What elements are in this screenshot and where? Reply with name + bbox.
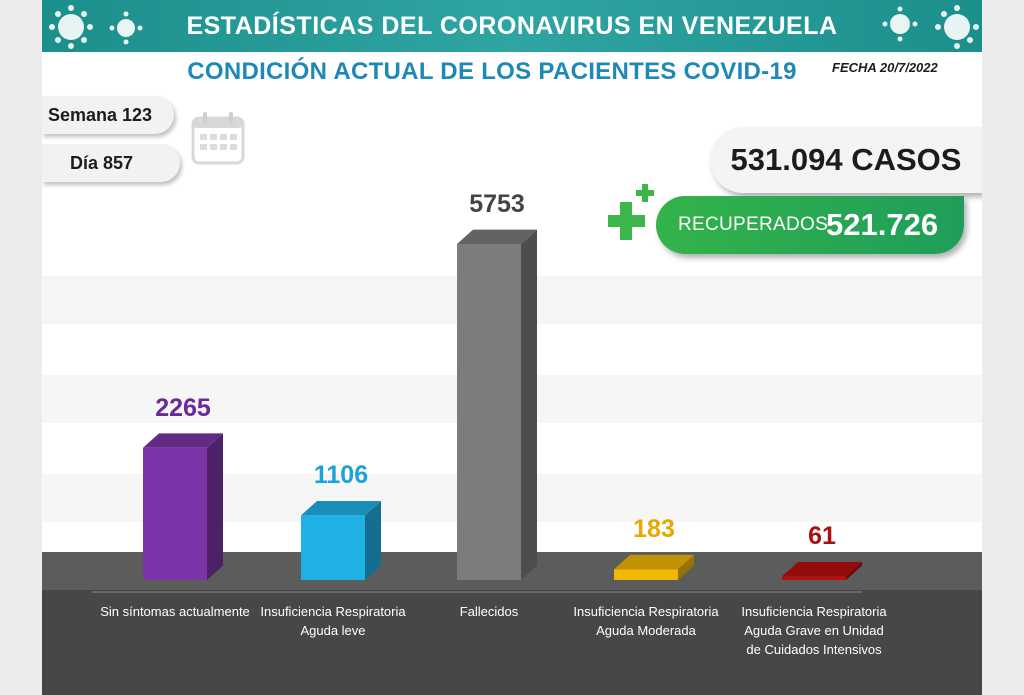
bar-value-label: 183 xyxy=(633,515,675,544)
day-badge: Día 857 xyxy=(42,144,180,182)
bar-value-label: 2265 xyxy=(155,393,211,422)
calendar-icon xyxy=(191,112,245,165)
bar xyxy=(782,576,846,580)
recovered-badge: RECUPERADOS 521.726 xyxy=(656,196,964,254)
infographic: ESTADÍSTICAS DEL CORONAVIRUS EN VENEZUEL… xyxy=(42,0,982,695)
bar-side xyxy=(521,229,537,580)
week-badge: Semana 123 xyxy=(42,96,174,134)
bar-value-label: 61 xyxy=(808,522,836,551)
bar-value-label: 5753 xyxy=(469,190,525,218)
total-cases-badge: 531.094 CASOS xyxy=(710,127,982,193)
recovered-label: RECUPERADOS xyxy=(678,214,829,235)
virus-icon xyxy=(49,5,143,49)
category-label: Insuficiencia Respiratoria Aguda leve xyxy=(260,604,406,638)
bar-side xyxy=(846,562,862,580)
bar xyxy=(614,569,678,580)
bar xyxy=(457,244,521,580)
bar-value-label: 1106 xyxy=(313,461,369,490)
bar-top xyxy=(301,501,381,516)
day-label: Día 857 xyxy=(70,153,134,173)
bar-top xyxy=(143,433,223,448)
bar xyxy=(301,515,365,580)
bar-side xyxy=(207,433,223,580)
plus-icon xyxy=(608,184,654,240)
bar xyxy=(143,447,207,580)
bar-chart xyxy=(42,229,982,695)
recovered-value: 521.726 xyxy=(826,207,939,242)
category-label: Fallecidos xyxy=(459,604,519,619)
bar-side xyxy=(678,554,694,580)
category-label: Insuficiencia Respiratoria Aguda Grave e… xyxy=(741,604,887,657)
bar-side xyxy=(365,501,381,580)
chart-base xyxy=(42,590,982,695)
week-label: Semana 123 xyxy=(48,105,153,125)
date-label: FECHA 20/7/2022 xyxy=(832,60,938,75)
bar-top xyxy=(782,562,862,577)
subtitle: CONDICIÓN ACTUAL DE LOS PACIENTES COVID-… xyxy=(187,58,797,85)
category-label: Insuficiencia Respiratoria Aguda Moderad… xyxy=(573,604,719,638)
bar-top xyxy=(457,229,537,244)
page-title: ESTADÍSTICAS DEL CORONAVIRUS EN VENEZUEL… xyxy=(186,12,838,40)
total-cases: 531.094 CASOS xyxy=(730,142,962,177)
virus-icon xyxy=(882,5,979,49)
header-band xyxy=(42,0,982,52)
bar-top xyxy=(614,554,694,570)
category-label: Sin síntomas actualmente xyxy=(100,604,250,619)
